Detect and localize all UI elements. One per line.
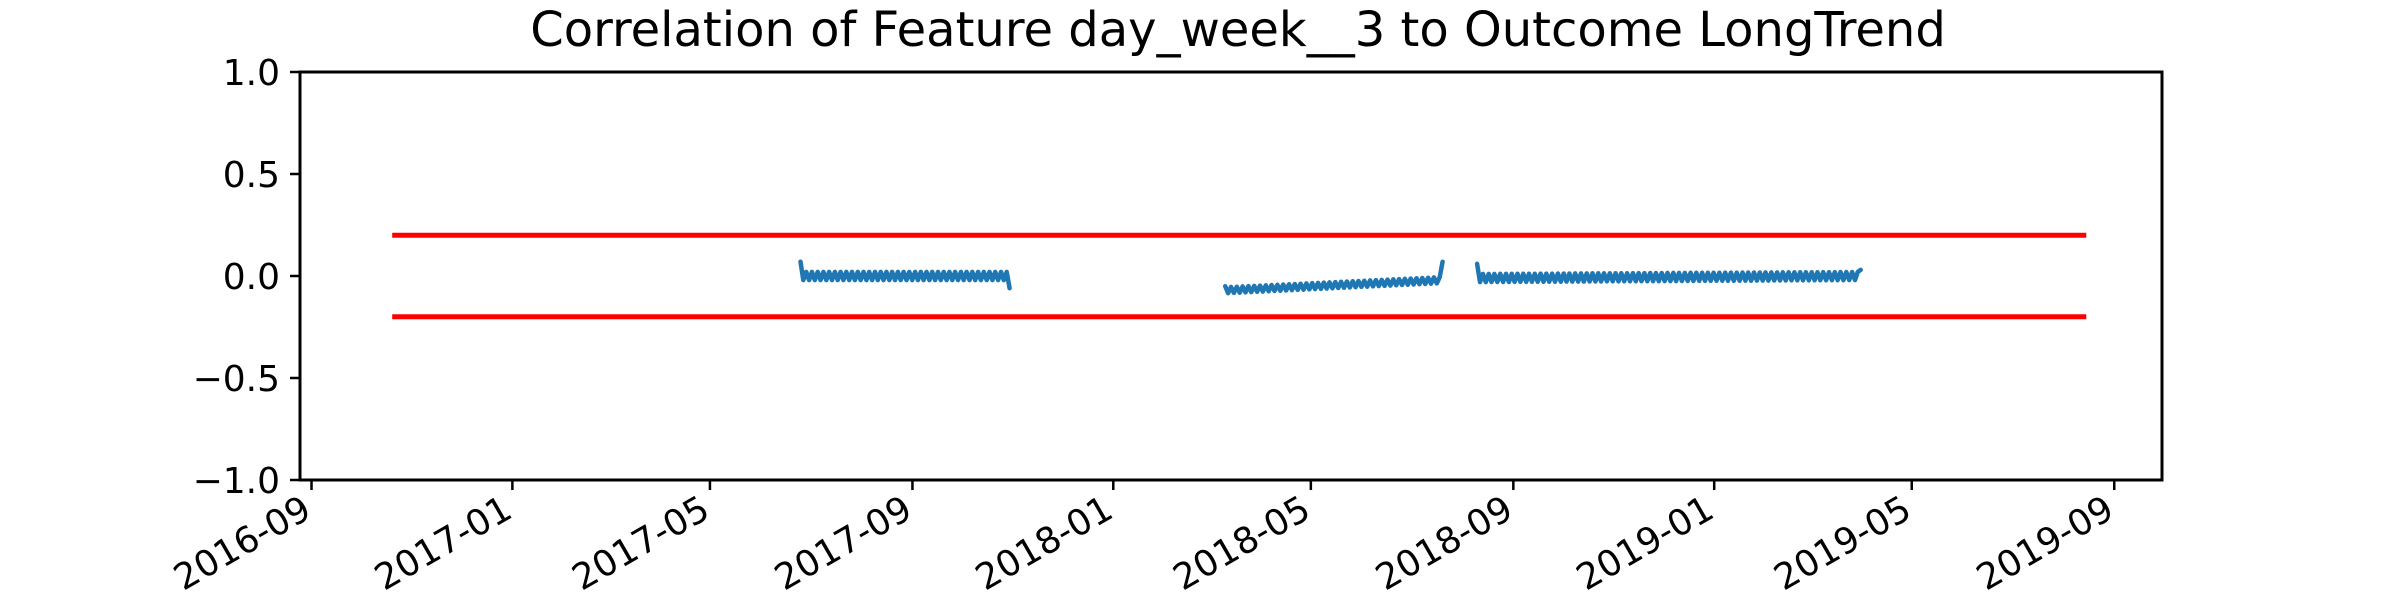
x-tick-label: 2018-09 [1369,488,1520,599]
x-tick-label: 2019-01 [1570,488,1721,599]
y-tick-label: −0.5 [193,359,280,400]
y-tick-label: 1.0 [223,53,280,94]
y-tick-label: 0.0 [223,257,280,298]
x-tick-label: 2017-01 [368,488,519,599]
plot-frame [298,70,2164,482]
chart-title: Correlation of Feature day_week__3 to Ou… [530,2,1946,58]
series-segment-1 [798,259,1012,291]
threshold-lines [392,232,2087,320]
series-lines [798,259,1863,296]
x-tick-label: 2018-05 [1167,488,1318,599]
y-tick-label: −1.0 [193,461,280,502]
series-segment-3 [1474,261,1863,285]
x-axis: 2016-09 2017-01 2017-05 2017-09 2018-01 2018-… [167,480,2121,599]
series-segment-2 [1222,259,1445,296]
x-tick-label: 2019-05 [1767,488,1918,599]
y-tick-label: 0.5 [223,155,280,196]
x-tick-label: 2018-01 [969,488,1120,599]
x-tick-label: 2016-09 [167,488,318,599]
x-tick-label: 2017-05 [566,488,717,599]
x-tick-label: 2019-09 [1970,488,2121,599]
y-axis: 1.0 0.5 0.0 −0.5 −1.0 [193,53,300,502]
x-tick-label: 2017-09 [768,488,919,599]
